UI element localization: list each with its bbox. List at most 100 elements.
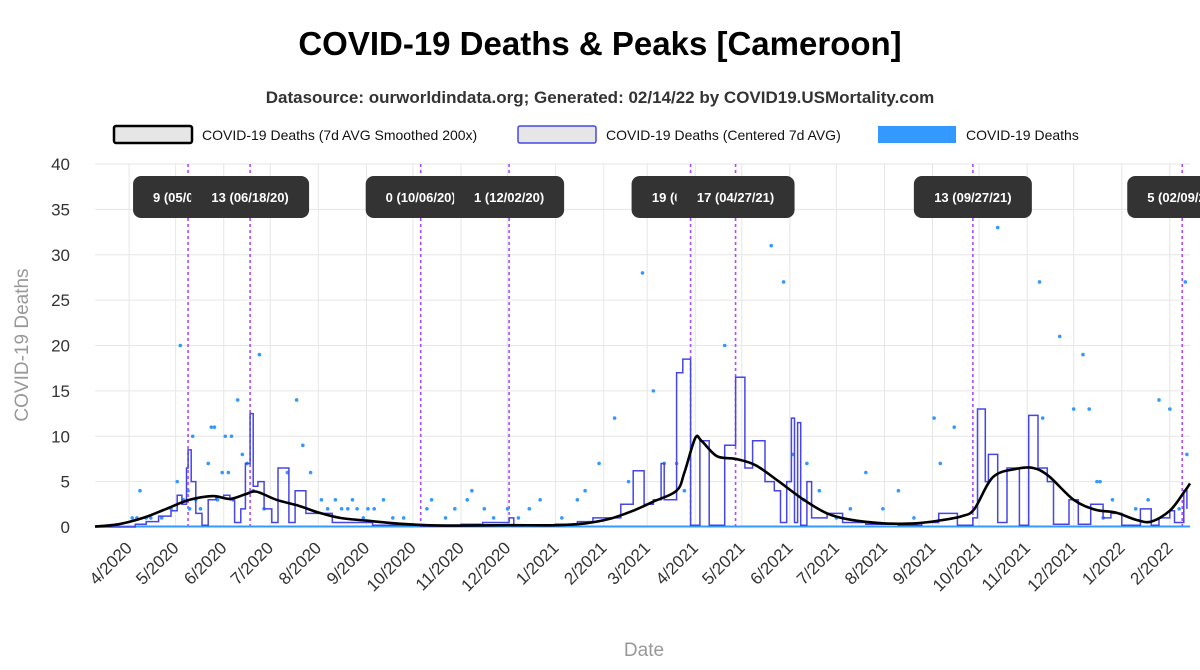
x-tick-label: 11/2021 [978, 538, 1034, 594]
legend-label-avg: COVID-19 Deaths (Centered 7d AVG) [606, 127, 841, 143]
peak-label: 0 (10/06/20) [365, 176, 476, 218]
data-point [257, 352, 262, 357]
data-point [223, 434, 228, 439]
y-tick-label: 30 [51, 246, 70, 265]
data-point [366, 507, 370, 511]
data-point [178, 343, 183, 348]
data-point [229, 434, 234, 439]
data-point [465, 497, 470, 502]
legend-swatch-points [878, 126, 956, 143]
y-tick-label: 10 [51, 427, 70, 446]
peak-label-text: 13 (09/27/21) [934, 190, 1011, 205]
x-tick-label: 10/2021 [929, 538, 986, 595]
data-point [1057, 334, 1062, 339]
data-point [1168, 407, 1172, 411]
grid [95, 163, 1190, 528]
data-point [583, 488, 587, 493]
x-tick-label: 1/2021 [512, 538, 562, 588]
legend-item-avg: COVID-19 Deaths (Centered 7d AVG) [517, 125, 841, 144]
peak-label-text: 0 (10/06/20) [386, 190, 456, 205]
data-point [1146, 497, 1150, 502]
data-point [187, 507, 192, 511]
data-point [294, 398, 299, 402]
data-point [401, 516, 406, 520]
data-point [301, 443, 305, 448]
data-point [226, 470, 231, 475]
data-point [381, 497, 386, 502]
data-point [470, 488, 474, 493]
data-point [932, 416, 936, 420]
x-tick-label: 8/2020 [275, 538, 325, 588]
y-tick-label: 15 [51, 382, 70, 401]
data-point [1110, 497, 1115, 502]
peak-label: 13 (06/18/20) [191, 176, 310, 218]
data-point [912, 516, 916, 520]
peak-label: 13 (09/27/21) [913, 176, 1032, 218]
data-point [333, 497, 338, 502]
x-tick-label: 2/2021 [560, 538, 610, 588]
data-point [848, 507, 853, 511]
x-axis-ticks: 4/20205/20206/20207/20208/20209/202010/2… [86, 538, 1177, 595]
x-tick-label: 12/2020 [458, 538, 515, 595]
x-tick-label: 11/2020 [412, 538, 468, 594]
peak-label-box [676, 176, 795, 218]
peak-labels: 9 (05/09/20)13 (06/18/20) 0 (10/06/20) 1 (… [133, 176, 1200, 218]
peak-label-text: 17 (04/27/21) [697, 190, 774, 205]
data-point [626, 479, 631, 484]
data-point [240, 452, 245, 457]
data-point [209, 425, 214, 429]
data-point [372, 507, 376, 511]
legend-swatch-smooth [112, 124, 194, 145]
x-tick-label: 4/2020 [86, 538, 136, 588]
y-tick-label: 35 [51, 200, 70, 219]
peak-label-text: 5 (02/09/22) [1147, 190, 1200, 205]
data-point [206, 461, 211, 466]
data-point [640, 271, 645, 275]
data-point [722, 343, 727, 348]
data-point [453, 507, 457, 511]
data-point [995, 225, 1000, 230]
data-point [1087, 407, 1091, 411]
data-point [781, 280, 786, 284]
data-point [319, 497, 324, 502]
x-tick-label: 10/2020 [363, 538, 420, 595]
data-point [1071, 407, 1076, 411]
data-point [1183, 280, 1188, 284]
peak-label: 17 (04/27/21) [676, 176, 795, 218]
y-axis-ticks: 0 5 10 15 20 25 30 35 40 [51, 155, 70, 537]
data-point [390, 516, 395, 520]
peak-label-box [1127, 176, 1200, 218]
data-point [805, 461, 809, 466]
data-point [149, 516, 153, 520]
legend: COVID-19 Deaths (7d AVG Smoothed 200x) C… [112, 124, 1079, 145]
chart-subtitle: Datasource: ourworldindata.org; Generate… [266, 88, 935, 107]
legend-swatch-avg [517, 125, 597, 144]
x-tick-label: 7/2020 [227, 538, 277, 588]
data-point [429, 497, 434, 502]
data-point [1037, 280, 1042, 284]
data-point [560, 516, 564, 520]
data-point [1133, 507, 1138, 511]
x-tick-label: 6/2020 [180, 538, 230, 588]
y-tick-label: 25 [51, 291, 70, 310]
x-tick-label: 12/2021 [1024, 538, 1081, 595]
data-point [198, 507, 203, 511]
data-point [339, 507, 344, 511]
data-point [350, 497, 355, 502]
peak-label: 1 (12/02/20) [454, 176, 565, 218]
y-tick-label: 0 [61, 518, 70, 537]
y-tick-label: 40 [51, 155, 70, 174]
data-point [235, 398, 240, 402]
x-tick-label: 5/2021 [698, 538, 748, 588]
legend-label-smooth: COVID-19 Deaths (7d AVG Smoothed 200x) [202, 127, 477, 143]
x-tick-label: 3/2021 [604, 538, 654, 588]
data-point [308, 470, 313, 475]
data-point [1098, 479, 1102, 484]
data-point [1095, 479, 1099, 484]
data-point [190, 434, 195, 439]
x-tick-label: 5/2020 [132, 538, 182, 588]
data-point [881, 507, 885, 511]
data-point [527, 507, 532, 511]
x-tick-label: 4/2021 [652, 538, 702, 588]
